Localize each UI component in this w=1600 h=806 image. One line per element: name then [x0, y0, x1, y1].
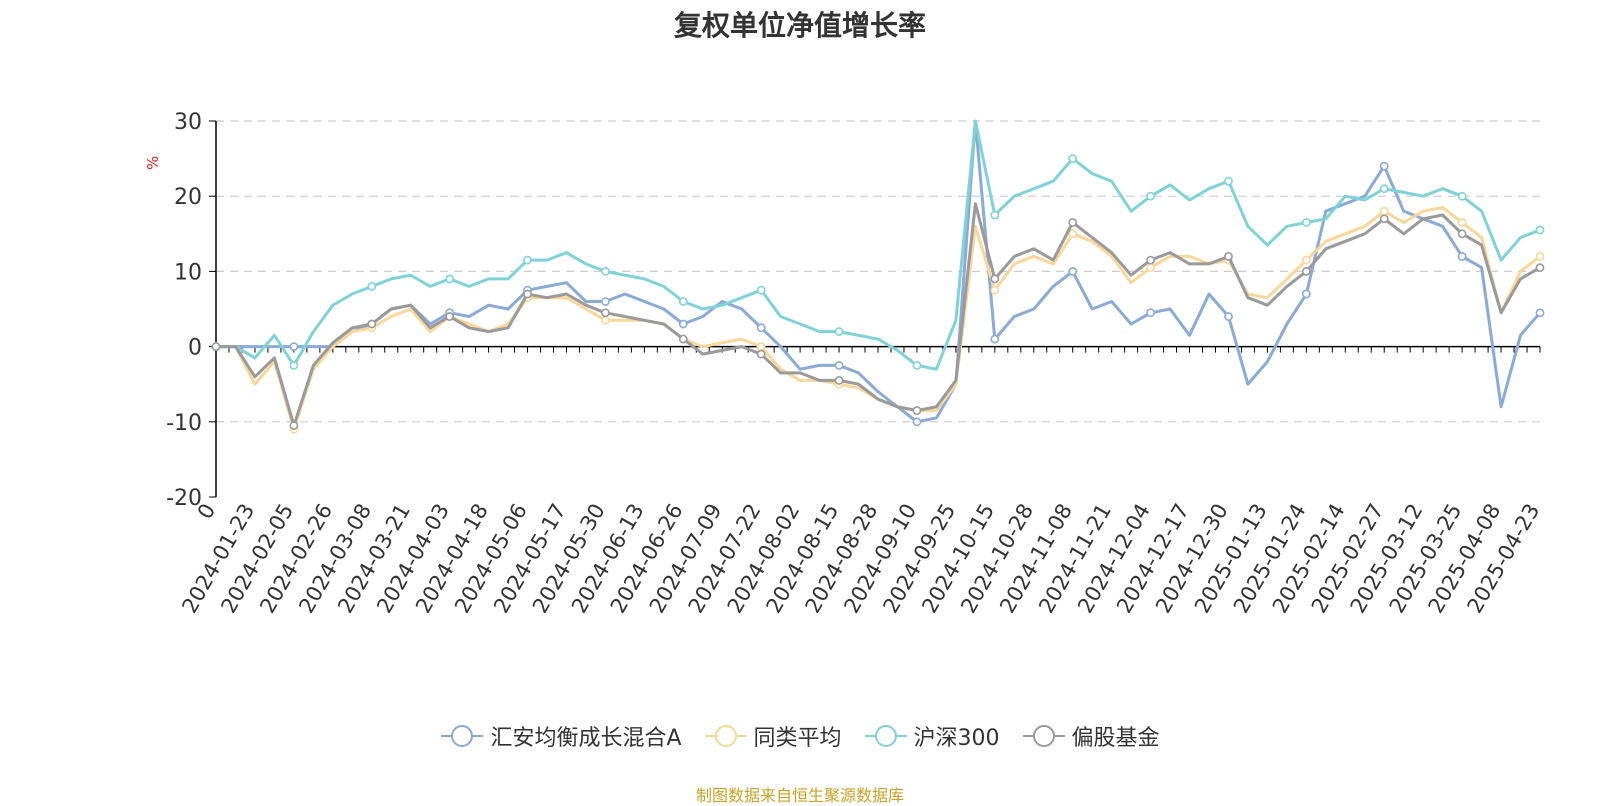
series-2[interactable]	[211, 119, 1545, 371]
data-point[interactable]	[1224, 176, 1233, 186]
series-line[interactable]	[216, 206, 1541, 431]
y-tick-label: 10	[174, 260, 202, 285]
data-point[interactable]	[601, 297, 610, 306]
data-point[interactable]	[1379, 206, 1389, 216]
data-point[interactable]	[678, 334, 688, 344]
data-point[interactable]	[912, 360, 922, 370]
data-point[interactable]	[1457, 251, 1467, 261]
series-lines[interactable]	[211, 119, 1545, 434]
data-point[interactable]	[1068, 266, 1078, 276]
y-tick-label: 20	[174, 185, 202, 210]
y-tick-label: 0	[188, 336, 202, 361]
series-line[interactable]	[216, 119, 1542, 424]
data-point[interactable]	[601, 315, 610, 325]
data-point[interactable]	[1068, 154, 1078, 163]
data-point[interactable]	[912, 406, 922, 415]
data-point[interactable]	[1146, 263, 1155, 273]
legend-item[interactable]: 沪深300	[864, 720, 1000, 752]
legend-label: 同类平均	[753, 726, 842, 751]
series-0[interactable]	[211, 119, 1545, 427]
data-point[interactable]	[834, 360, 844, 370]
data-point[interactable]	[678, 297, 688, 306]
data-point[interactable]	[1301, 218, 1311, 227]
data-point[interactable]	[523, 289, 532, 299]
series-line[interactable]	[216, 202, 1541, 428]
data-point[interactable]	[834, 327, 844, 336]
data-point[interactable]	[1224, 251, 1233, 261]
data-point[interactable]	[1535, 225, 1545, 235]
data-point[interactable]	[834, 376, 844, 385]
grid-lines	[216, 120, 1540, 423]
data-point[interactable]	[1301, 266, 1311, 276]
legend-label: 偏股基金	[1071, 726, 1160, 751]
legend-line-circle-icon	[441, 725, 484, 747]
data-point[interactable]	[445, 312, 455, 321]
legend-item[interactable]: 同类平均	[704, 720, 842, 752]
data-point[interactable]	[990, 210, 1000, 220]
y-tick-label: -10	[166, 411, 202, 436]
data-point[interactable]	[601, 308, 610, 318]
data-point[interactable]	[990, 274, 1000, 284]
series-line[interactable]	[216, 119, 1541, 371]
data-point[interactable]	[912, 417, 922, 427]
legend-line-circle-icon	[704, 725, 747, 747]
data-point[interactable]	[1535, 251, 1545, 261]
data-point[interactable]	[367, 282, 377, 291]
data-point[interactable]	[289, 360, 299, 370]
data-point[interactable]	[1068, 218, 1078, 227]
data-point[interactable]	[601, 266, 610, 276]
data-point[interactable]	[1457, 191, 1467, 201]
data-point[interactable]	[1146, 191, 1155, 201]
legend: 汇安均衡成长混合A 同类平均 沪深300 偏股基金	[0, 720, 1600, 752]
legend-line-circle-icon	[864, 725, 907, 747]
y-axis-unit-label: %	[144, 156, 162, 170]
source-note: 制图数据来自恒生聚源数据库	[695, 786, 904, 805]
data-point[interactable]	[678, 319, 688, 329]
data-point[interactable]	[990, 334, 1000, 344]
data-point[interactable]	[1068, 229, 1078, 239]
legend-item[interactable]: 偏股基金	[1022, 720, 1160, 752]
legend-line-circle-icon	[1022, 725, 1065, 747]
data-point[interactable]	[1146, 255, 1155, 265]
data-point[interactable]	[1379, 214, 1389, 224]
data-point[interactable]	[1379, 161, 1389, 171]
data-point[interactable]	[1224, 312, 1233, 321]
y-tick-label: 30	[174, 110, 202, 135]
data-point[interactable]	[1379, 184, 1389, 194]
data-point[interactable]	[289, 421, 299, 430]
legend-label: 汇安均衡成长混合A	[490, 726, 682, 751]
data-point[interactable]	[756, 323, 766, 333]
data-point[interactable]	[367, 319, 377, 329]
data-point[interactable]	[1535, 308, 1545, 318]
series-3[interactable]	[211, 202, 1545, 430]
data-point[interactable]	[211, 342, 221, 351]
data-point[interactable]	[1457, 229, 1467, 239]
chart-title: 复权单位净值增长率	[673, 9, 926, 42]
data-point[interactable]	[756, 349, 766, 359]
data-point[interactable]	[1457, 218, 1467, 227]
legend-label: 沪深300	[913, 726, 1000, 751]
x-tick-label: 0	[193, 500, 220, 524]
legend-item[interactable]: 汇安均衡成长混合A	[440, 720, 682, 752]
data-point[interactable]	[1301, 289, 1311, 299]
data-point[interactable]	[1146, 308, 1155, 318]
data-point[interactable]	[445, 274, 455, 284]
data-point[interactable]	[1535, 263, 1545, 273]
data-point[interactable]	[756, 285, 766, 295]
y-tick-label: -20	[166, 486, 202, 511]
data-point[interactable]	[289, 342, 299, 351]
data-point[interactable]	[756, 342, 766, 351]
data-point[interactable]	[990, 285, 1000, 295]
axes: -20-10010203002024-01-232024-02-052024-0…	[166, 110, 1544, 617]
data-point[interactable]	[1301, 255, 1311, 265]
data-point[interactable]	[523, 255, 532, 265]
